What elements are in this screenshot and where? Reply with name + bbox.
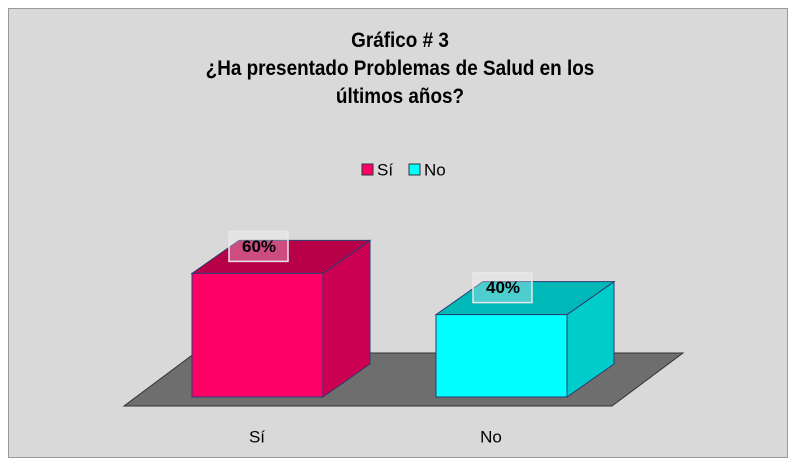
chart-title: Gráfico # 3 <box>351 29 449 52</box>
value-label-box <box>228 230 289 263</box>
x-tick-label: Sí <box>249 427 265 446</box>
chart-subtitle: ¿Ha presentado Problemas de Salud en los… <box>205 57 595 108</box>
bar <box>435 314 568 398</box>
value-label: 60% <box>242 237 276 256</box>
value-label: 40% <box>486 278 520 297</box>
bar <box>191 272 324 398</box>
legend-label: Sí <box>377 160 393 179</box>
x-tick-label: No <box>480 427 502 446</box>
titles: Gráfico # 3 ¿Ha presentado Problemas de … <box>175 27 625 111</box>
legend-swatch <box>361 163 374 176</box>
value-label-box <box>472 271 533 304</box>
legend-label: No <box>424 160 446 179</box>
legend-swatch <box>408 163 421 176</box>
